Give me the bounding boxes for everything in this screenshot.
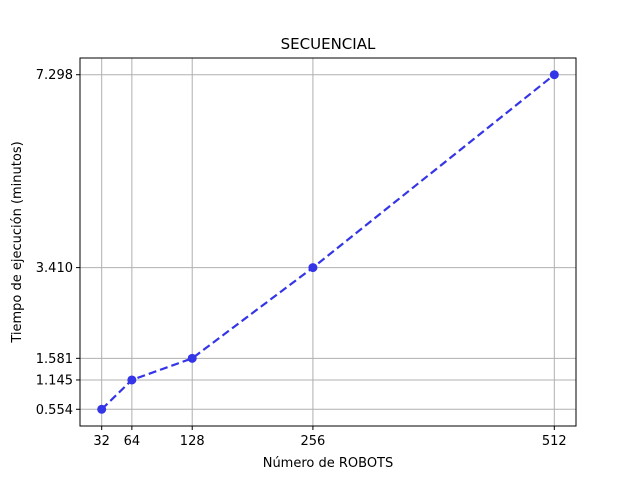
x-tick-label: 512 [542, 434, 567, 449]
x-axis: 32 64 128 256 512 [93, 426, 567, 449]
x-tick-label: 32 [93, 434, 110, 449]
x-axis-label: Número de ROBOTS [263, 456, 394, 471]
y-tick-label: 7.298 [36, 68, 73, 83]
y-tick-label: 3.410 [36, 261, 73, 276]
series-line [100, 73, 555, 411]
x-tick-label: 64 [124, 434, 141, 449]
chart-title: SECUENCIAL [281, 35, 376, 53]
grid [80, 58, 576, 426]
series-group [97, 70, 559, 414]
y-tick-label: 0.554 [36, 403, 73, 418]
data-point [127, 375, 137, 385]
y-tick-label: 1.581 [36, 352, 73, 367]
y-tick-label: 1.145 [36, 373, 73, 388]
data-point [97, 404, 107, 414]
data-point [187, 353, 197, 363]
data-point [549, 70, 559, 80]
y-axis-label: Tiempo de ejecución (minutos) [10, 141, 25, 343]
y-axis: 0.554 1.145 1.581 3.410 7.298 [36, 68, 80, 418]
x-tick-label: 256 [300, 434, 325, 449]
x-tick-label: 128 [180, 434, 205, 449]
data-point [308, 263, 318, 273]
plot-frame [79, 57, 577, 427]
